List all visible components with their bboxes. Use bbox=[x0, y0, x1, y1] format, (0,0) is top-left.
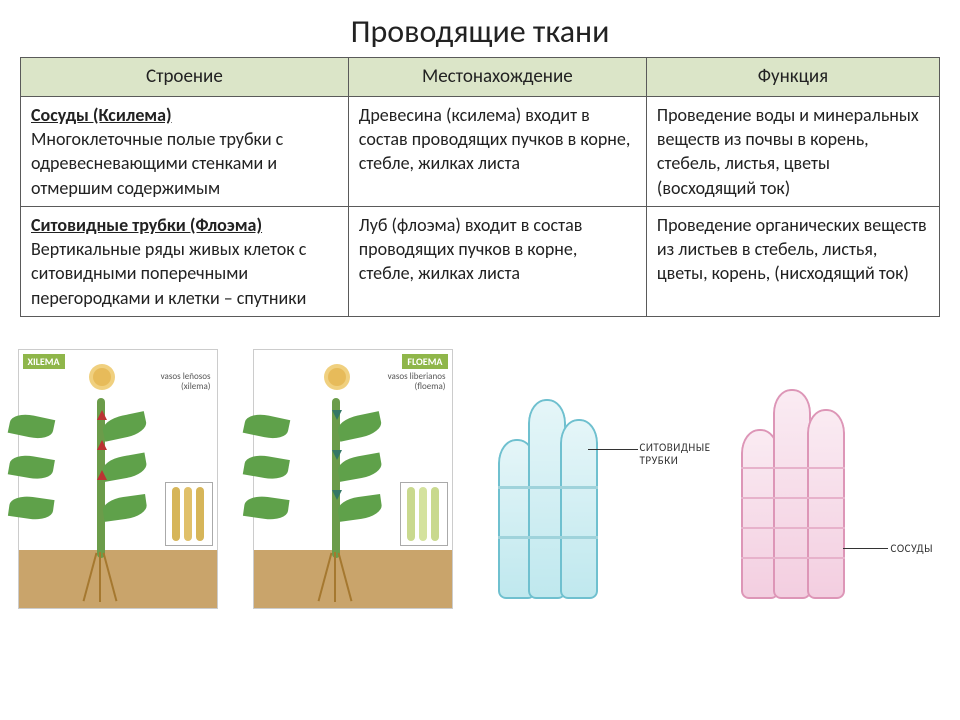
detail-xylem bbox=[165, 482, 213, 546]
cell-function: Проведение воды и минеральных веществ из… bbox=[646, 96, 939, 206]
table-row: Сосуды (Ксилема) Многоклеточные полые тр… bbox=[21, 96, 940, 206]
cell-function: Проведение органических веществ из листь… bbox=[646, 206, 939, 316]
leaf bbox=[336, 494, 383, 522]
col-header-function: Функция bbox=[646, 58, 939, 97]
root bbox=[334, 552, 336, 602]
ring bbox=[741, 467, 845, 469]
tissue-sieve-tubes: СИТОВИДНЫЕ ТРУБКИ bbox=[488, 359, 698, 609]
col-header-structure: Строение bbox=[21, 58, 349, 97]
cell-structure: Ситовидные трубки (Флоэма) Вертикальные … bbox=[21, 206, 349, 316]
leader-line bbox=[588, 449, 638, 450]
tube bbox=[807, 409, 845, 599]
arrow-up-icon bbox=[97, 410, 107, 420]
arrow-down-icon bbox=[332, 410, 342, 420]
col-header-location: Местонахождение bbox=[348, 58, 646, 97]
tag-xylem: XILEMA bbox=[23, 354, 65, 369]
flower-icon bbox=[328, 368, 346, 386]
leaf bbox=[7, 494, 54, 522]
leaf bbox=[242, 411, 290, 442]
ring bbox=[741, 557, 845, 559]
row-structure-rest: Многоклеточные полые трубки с одревеснев… bbox=[31, 128, 283, 199]
leaf bbox=[242, 494, 289, 522]
root bbox=[99, 552, 101, 602]
label-sieve-tubes: СИТОВИДНЫЕ ТРУБКИ bbox=[640, 441, 700, 467]
row-name: Ситовидные трубки (Флоэма) bbox=[31, 214, 262, 236]
cell-location: Древесина (ксилема) входит в состав пров… bbox=[348, 96, 646, 206]
tissue-table: Строение Местонахождение Функция Сосуды … bbox=[20, 57, 940, 317]
caption-xylem: vasos leñosos (xilema) bbox=[141, 372, 211, 392]
plant-diagram-xylem: XILEMA vasos leñosos (xilema) bbox=[18, 349, 218, 609]
leaf bbox=[242, 453, 289, 482]
sieve-plate bbox=[498, 536, 598, 539]
figure-row: XILEMA vasos leñosos (xilema) FLOEMA bbox=[0, 329, 960, 609]
sieve-plate bbox=[498, 486, 598, 489]
cell-structure: Сосуды (Ксилема) Многоклеточные полые тр… bbox=[21, 96, 349, 206]
leader-line bbox=[843, 548, 888, 549]
tissue-vessels: СОСУДЫ bbox=[733, 359, 943, 609]
leaf bbox=[7, 411, 55, 442]
leaf bbox=[335, 411, 383, 442]
soil bbox=[19, 550, 217, 608]
arrow-up-icon bbox=[97, 470, 107, 480]
plant-diagram-phloem: FLOEMA vasos liberianos (floema) bbox=[253, 349, 453, 609]
cell-location: Луб (флоэма) входит в состав проводящих … bbox=[348, 206, 646, 316]
leaf bbox=[100, 411, 148, 442]
ring bbox=[741, 497, 845, 499]
arrow-down-icon bbox=[332, 490, 342, 500]
label-vessels: СОСУДЫ bbox=[891, 542, 934, 555]
flower-icon bbox=[93, 368, 111, 386]
arrow-down-icon bbox=[332, 450, 342, 460]
arrow-up-icon bbox=[97, 440, 107, 450]
row-name: Сосуды (Ксилема) bbox=[31, 104, 172, 126]
tag-phloem: FLOEMA bbox=[402, 354, 447, 369]
page-title: Проводящие ткани bbox=[0, 0, 960, 57]
tube bbox=[773, 389, 811, 599]
ring bbox=[741, 527, 845, 529]
leaf bbox=[101, 494, 148, 522]
leaf bbox=[7, 453, 54, 482]
detail-phloem bbox=[400, 482, 448, 546]
tube bbox=[560, 419, 598, 599]
leaf bbox=[336, 453, 383, 482]
caption-phloem: vasos liberianos (floema) bbox=[371, 372, 446, 392]
leaf bbox=[101, 453, 148, 482]
soil bbox=[254, 550, 452, 608]
table-row: Ситовидные трубки (Флоэма) Вертикальные … bbox=[21, 206, 940, 316]
row-structure-rest: Вертикальные ряды живых клеток с ситовид… bbox=[31, 238, 306, 309]
